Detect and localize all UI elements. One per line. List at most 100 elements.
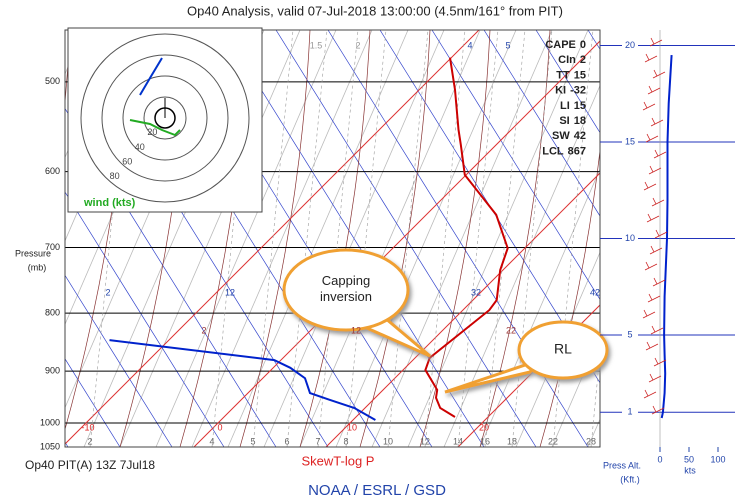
dry-adiabat	[119, 30, 301, 447]
y-tick-label: 900	[45, 366, 60, 376]
index-name: LCL	[542, 145, 564, 157]
wind-x-label: kts	[684, 465, 696, 475]
y-tick-label: 700	[45, 242, 60, 252]
mixing-ratio-line	[387, 30, 429, 447]
sounding-profile	[109, 339, 376, 421]
height-tick-label: 5	[627, 329, 632, 339]
index-name: CAPE	[545, 39, 576, 51]
height-tick-label: 15	[625, 136, 635, 146]
moist-adiabat	[535, 30, 600, 134]
wind-barb	[647, 85, 661, 95]
index-name: CIn	[558, 54, 576, 66]
index: CIn 2	[558, 54, 586, 66]
x-tick-label: 20	[479, 422, 489, 432]
annotation: Capping inversion	[320, 273, 372, 304]
moist-adiabat	[65, 358, 121, 447]
callout	[282, 248, 609, 394]
dry-adiabat	[299, 30, 481, 447]
hodograph-label: wind (kts)	[83, 197, 136, 209]
adiabat-label: 2	[355, 40, 360, 50]
y-tick-label: 1000	[40, 417, 60, 427]
wind-barb	[644, 261, 658, 271]
mixing-ratio-line	[286, 30, 328, 447]
y-tick-label: 600	[45, 166, 60, 176]
height-label-bg	[622, 233, 638, 244]
wind-barb	[653, 149, 667, 159]
theta-line	[539, 147, 600, 447]
adiabat-label: 12	[225, 287, 235, 297]
dry-adiabat	[335, 30, 517, 447]
isotherm	[65, 30, 480, 445]
x-tick-label: 0	[217, 422, 222, 432]
sounding-profile	[424, 57, 509, 418]
adiabat-label: 12	[351, 325, 361, 335]
mixing-ratio-label: 12	[420, 436, 430, 446]
isotherm	[325, 172, 600, 447]
wind-barb	[645, 133, 659, 143]
hodograph-inner	[154, 107, 176, 129]
height-label-bg	[622, 407, 638, 418]
moist-adiabat	[65, 191, 225, 447]
wind-barb	[649, 245, 663, 255]
hodograph-ring-label: 60	[122, 156, 132, 166]
profile-layer	[109, 57, 509, 421]
isotherm	[193, 40, 600, 447]
y-tick-label: 500	[45, 76, 60, 86]
index: KI -32	[555, 85, 586, 97]
wind-barb	[650, 325, 664, 335]
index-value: 2	[580, 54, 586, 66]
theta-line	[239, 30, 311, 447]
wind-barb	[646, 213, 660, 223]
moist-adiabat	[431, 30, 600, 301]
isotherm	[457, 304, 600, 447]
dry-adiabat	[407, 30, 589, 447]
mixing-ratio-line	[511, 30, 553, 447]
hodograph-trace	[139, 57, 163, 96]
height-tick-label: 1	[627, 407, 632, 417]
annotation: RL	[554, 341, 572, 357]
adiabat-label: 1.5	[310, 40, 323, 50]
theta-line	[299, 30, 371, 447]
wind-y-label: (Kft.)	[620, 474, 640, 484]
mixing-ratio-label: 2	[87, 436, 92, 446]
hodograph-trace	[129, 119, 181, 137]
hodograph-ring	[80, 33, 250, 203]
mixing-ratio-label: 6	[284, 436, 289, 446]
mixing-ratio-line	[457, 30, 499, 447]
mixing-ratio-line	[317, 30, 359, 447]
index-value: -32	[570, 85, 586, 97]
adiabat-label: 2	[105, 287, 110, 297]
wind-barb	[651, 197, 665, 207]
mixing-ratio-line	[424, 30, 466, 447]
mixing-ratio-label: 14	[453, 436, 463, 446]
index-name: SW	[552, 130, 570, 142]
index-name: KI	[555, 85, 566, 97]
wind-barb	[648, 165, 662, 175]
hodograph-ring-label: 20	[147, 127, 157, 137]
index-value: 15	[574, 69, 586, 81]
theta-line	[359, 30, 431, 447]
mixing-ratio-label: 8	[343, 436, 348, 446]
dry-adiabat	[155, 30, 337, 447]
wind-barb	[648, 373, 662, 383]
x-label: SkewT-log P	[302, 453, 375, 468]
mixing-ratio-label: 16	[480, 436, 490, 446]
wind-barb	[644, 53, 658, 63]
theta-line	[419, 30, 491, 447]
mixing-ratio-line	[252, 30, 294, 447]
wind-barb	[653, 357, 667, 367]
dry-adiabat	[371, 30, 553, 447]
moist-adiabat	[65, 107, 277, 447]
theta-line	[65, 30, 71, 107]
wind-barb	[654, 229, 668, 239]
hodograph-frame	[67, 27, 263, 213]
hodograph-ring-label: 80	[110, 171, 120, 181]
adiabat-label: 2	[201, 325, 206, 335]
y-label: Pressure	[15, 248, 51, 258]
moist-adiabat	[223, 30, 485, 447]
y-tick-label: 1050	[40, 441, 60, 451]
mixing-ratio-line	[484, 30, 526, 447]
wind-y-label: Press Alt.	[603, 460, 641, 470]
